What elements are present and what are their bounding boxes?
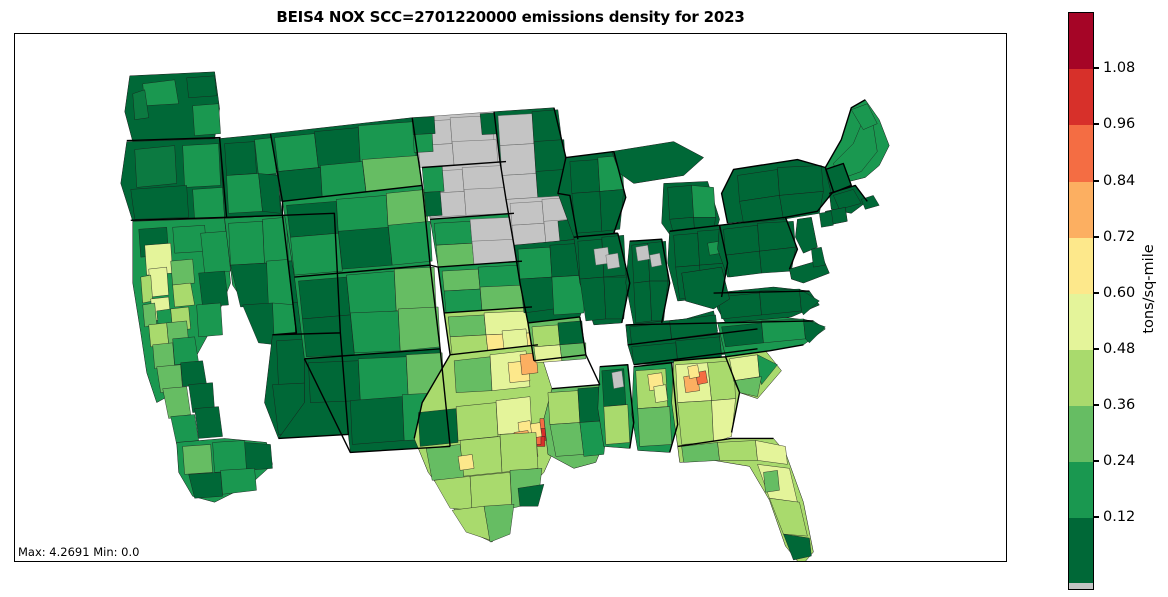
minmax-stats-label: Max: 4.2691 Min: 0.0 bbox=[18, 545, 140, 559]
colorbar-axis-label: tons/sq-mile bbox=[1141, 244, 1157, 334]
colorbar-segment bbox=[1069, 294, 1093, 350]
page-title: BEIS4 NOX SCC=2701220000 emissions densi… bbox=[276, 8, 745, 26]
choropleth-map[interactable] bbox=[15, 34, 1006, 561]
colorbar-tick-label: 0.72 bbox=[1103, 228, 1136, 245]
tick-mark bbox=[1094, 123, 1099, 125]
colorbar-segment bbox=[1069, 182, 1093, 238]
colorbar-segment bbox=[1069, 406, 1093, 462]
us-county-choropleth bbox=[120, 71, 890, 561]
tick-mark bbox=[1094, 460, 1099, 462]
tick-mark bbox=[1094, 67, 1099, 69]
colorbar-tick-label: 0.24 bbox=[1103, 452, 1136, 469]
colorbar-gradient bbox=[1068, 12, 1094, 590]
colorbar-segment bbox=[1069, 462, 1093, 518]
tick-mark bbox=[1094, 404, 1099, 406]
colorbar-segment bbox=[1069, 69, 1093, 125]
colorbar-tick-label: 0.48 bbox=[1103, 340, 1136, 357]
colorbar-segment bbox=[1069, 518, 1093, 583]
colorbar-tick-label: 0.96 bbox=[1103, 115, 1136, 132]
colorbar[interactable]: 1.08 0.96 0.84 0.72 0.60 0.48 bbox=[1068, 12, 1135, 590]
tick-mark bbox=[1094, 348, 1099, 350]
colorbar-segment bbox=[1069, 125, 1093, 182]
colorbar-tick-label: 0.60 bbox=[1103, 284, 1136, 301]
tick-mark bbox=[1094, 292, 1099, 294]
tick-mark bbox=[1094, 236, 1099, 238]
colorbar-tick-group: 1.08 0.96 0.84 0.72 0.60 0.48 bbox=[1094, 12, 1164, 590]
colorbar-segment bbox=[1069, 350, 1093, 406]
colorbar-tick-label: 0.12 bbox=[1103, 508, 1136, 525]
colorbar-segment bbox=[1069, 13, 1093, 69]
colorbar-tick-label: 0.36 bbox=[1103, 396, 1136, 413]
colorbar-segment bbox=[1069, 238, 1093, 294]
tick-mark bbox=[1094, 180, 1099, 182]
colorbar-tick-label: 0.84 bbox=[1103, 172, 1136, 189]
map-panel[interactable]: Max: 4.2691 Min: 0.0 bbox=[14, 33, 1007, 562]
colorbar-nodata-segment bbox=[1069, 583, 1093, 589]
colorbar-tick-label: 1.08 bbox=[1103, 59, 1136, 76]
tick-mark bbox=[1094, 516, 1099, 518]
